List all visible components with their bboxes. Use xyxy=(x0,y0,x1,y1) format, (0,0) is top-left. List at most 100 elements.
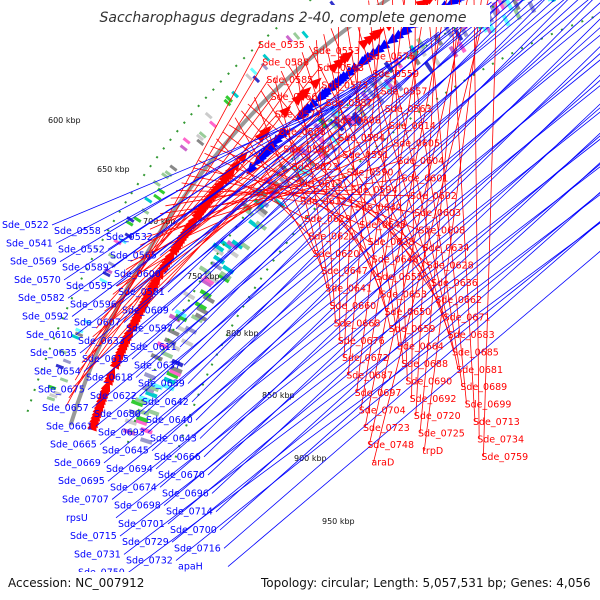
gene-label-right[interactable]: Sde_0655 xyxy=(376,272,423,283)
gene-label-left[interactable]: Sde_0700 xyxy=(170,525,217,536)
gene-label-left[interactable]: Sde_0696 xyxy=(162,488,209,499)
gene-label-left[interactable]: rpsU xyxy=(66,513,88,524)
gene-label-right[interactable]: Sde_0647 xyxy=(321,266,368,277)
gene-label-left[interactable]: Sde_0701 xyxy=(118,519,165,530)
gene-label-left[interactable]: Sde_0645 xyxy=(102,446,149,457)
gene-label-right[interactable]: Sde_0590 xyxy=(347,168,394,179)
gene-label-right[interactable]: Sde_0660 xyxy=(329,301,376,312)
gene-label-left[interactable]: Sde_0595 xyxy=(66,281,113,292)
gene-label-right[interactable]: Sde_0636 xyxy=(431,278,478,289)
gene-label-right[interactable]: Sde_0601 xyxy=(402,173,449,184)
gene-label-left[interactable]: Sde_0665 xyxy=(50,440,97,451)
gene-label-right[interactable]: Sde_0662 xyxy=(435,295,482,306)
gene-label-left[interactable]: Sde_0716 xyxy=(174,543,221,554)
gene-label-right[interactable]: Sde_0687 xyxy=(346,371,393,382)
gene-label-right[interactable]: Sde_0566 xyxy=(271,92,318,103)
gene-label-right[interactable]: Sde_0584 xyxy=(338,133,385,144)
gene-label-right[interactable]: Sde_0734 xyxy=(477,434,524,445)
gene-label-left[interactable]: Sde_0670 xyxy=(158,470,205,481)
gene-label-left[interactable]: Sde_0597 xyxy=(126,324,173,335)
gene-label-right[interactable]: Sde_0697 xyxy=(355,388,402,399)
gene-label-left[interactable]: Sde_0669 xyxy=(54,458,101,469)
gene-label-left[interactable]: Sde_0522 xyxy=(2,220,49,231)
gene-label-right[interactable]: Sde_0577 xyxy=(275,110,322,121)
gene-label-right[interactable]: Sde_0606 xyxy=(334,115,381,126)
gene-label-left[interactable]: Sde_0569 xyxy=(10,257,57,268)
gene-label-right[interactable]: Sde_0704 xyxy=(359,405,406,416)
gene-label-right[interactable]: Sde_0649 xyxy=(359,220,406,231)
gene-label-left[interactable]: Sde_0675 xyxy=(38,385,85,396)
gene-label-left[interactable]: Sde_0615 xyxy=(82,354,129,365)
gene-label-left[interactable]: Sde_0532 xyxy=(106,232,153,243)
gene-label-left[interactable]: Sde_0714 xyxy=(166,507,213,518)
gene-label-right[interactable]: Sde_0659 xyxy=(389,324,436,335)
gene-label-left[interactable]: Sde_0640 xyxy=(146,415,193,426)
gene-label-left[interactable]: Sde_0715 xyxy=(70,531,117,542)
gene-label-left[interactable]: Sde_0635 xyxy=(30,348,77,359)
gene-label-right[interactable]: Sde_0620 xyxy=(313,249,360,260)
gene-label-right[interactable]: Sde_0608 xyxy=(418,226,465,237)
gene-label-right[interactable]: trpD xyxy=(422,446,443,457)
gene-label-left[interactable]: Sde_0633 xyxy=(78,336,125,347)
gene-label-right[interactable]: Sde_0638 xyxy=(368,237,415,248)
gene-label-right[interactable]: Sde_0602 xyxy=(410,191,457,202)
gene-label-left[interactable]: Sde_0607 xyxy=(74,318,121,329)
gene-label-right[interactable]: Sde_0623 xyxy=(292,162,339,173)
gene-label-right[interactable]: Sde_0648 xyxy=(372,255,419,266)
gene-label-left[interactable]: Sde_0610 xyxy=(26,330,73,341)
gene-label-right[interactable]: Sde_0759 xyxy=(481,452,528,463)
gene-label-left[interactable]: Sde_0611 xyxy=(130,342,177,353)
gene-label-right[interactable]: Sde_0580 xyxy=(283,144,330,155)
gene-label-right[interactable]: Sde_0688 xyxy=(401,359,448,370)
gene-label-left[interactable]: Sde_0729 xyxy=(122,537,169,548)
gene-label-right[interactable]: Sde_0641 xyxy=(325,284,372,295)
gene-label-right[interactable]: Sde_0723 xyxy=(363,423,410,434)
gene-label-right[interactable]: Sde_0612 xyxy=(300,197,347,208)
gene-label-right[interactable]: Sde_0576 xyxy=(368,52,415,63)
gene-label-right[interactable]: Sde_0594 xyxy=(351,185,398,196)
gene-label-left[interactable]: Sde_0600 xyxy=(114,269,161,280)
gene-label-left[interactable]: Sde_0643 xyxy=(150,434,197,445)
gene-label-right[interactable]: Sde_0653 xyxy=(380,289,427,300)
gene-label-left[interactable]: Sde_0609 xyxy=(122,305,169,316)
gene-label-left[interactable]: Sde_0582 xyxy=(18,293,65,304)
gene-label-left[interactable]: Sde_0639 xyxy=(138,379,185,390)
gene-label-right[interactable]: Sde_0713 xyxy=(473,417,520,428)
gene-label-right[interactable]: Sde_0689 xyxy=(460,382,507,393)
gene-label-right[interactable]: Sde_0725 xyxy=(418,429,465,440)
gene-label-left[interactable]: Sde_0731 xyxy=(74,549,121,560)
gene-label-left[interactable]: Sde_0581 xyxy=(118,287,165,298)
gene-label-right[interactable]: Sde_0692 xyxy=(410,394,457,405)
gene-label-right[interactable]: Sde_0672 xyxy=(342,353,389,364)
gene-label-right[interactable]: Sde_0690 xyxy=(405,376,452,387)
gene-label-right[interactable]: Sde_0603 xyxy=(414,208,461,219)
gene-label-right[interactable]: Sde_0557 xyxy=(381,86,428,97)
gene-label-left[interactable]: Sde_0693 xyxy=(98,427,145,438)
gene-label-left[interactable]: Sde_0552 xyxy=(58,244,105,255)
gene-label-right[interactable]: Sde_0573 xyxy=(321,81,368,92)
gene-label-left[interactable]: Sde_0661 xyxy=(46,421,93,432)
gene-label-left[interactable]: Sde_0694 xyxy=(106,464,153,475)
gene-label-right[interactable]: Sde_0559 xyxy=(372,69,419,80)
gene-label-left[interactable]: Sde_0642 xyxy=(142,397,189,408)
gene-label-right[interactable]: Sde_0588 xyxy=(262,57,309,68)
gene-label-right[interactable]: Sde_0614 xyxy=(389,121,436,132)
gene-label-left[interactable]: Sde_0541 xyxy=(6,238,53,249)
gene-label-left[interactable]: Sde_0618 xyxy=(86,373,133,384)
gene-label-right[interactable]: araD xyxy=(371,458,394,469)
gene-label-left[interactable]: apaH xyxy=(178,562,203,573)
gene-label-left[interactable]: Sde_0695 xyxy=(58,476,105,487)
gene-label-left[interactable]: Sde_0657 xyxy=(42,403,89,414)
gene-label-left[interactable]: Sde_0637 xyxy=(134,360,181,371)
gene-label-right[interactable]: Sde_0668 xyxy=(334,318,381,329)
gene-label-right[interactable]: Sde_0634 xyxy=(423,243,470,254)
gene-label-left[interactable]: Sde_0698 xyxy=(114,501,161,512)
gene-label-left[interactable]: Sde_0565 xyxy=(110,251,157,262)
gene-label-right[interactable]: Sde_0621 xyxy=(308,231,355,242)
gene-label-right[interactable]: Sde_0613 xyxy=(296,179,343,190)
gene-label-left[interactable]: Sde_0592 xyxy=(22,312,69,323)
gene-label-right[interactable]: Sde_0720 xyxy=(414,411,461,422)
gene-label-left[interactable]: Sde_0589 xyxy=(62,263,109,274)
gene-label-left[interactable]: Sde_0654 xyxy=(34,366,81,377)
gene-label-right[interactable]: Sde_0628 xyxy=(427,260,474,271)
